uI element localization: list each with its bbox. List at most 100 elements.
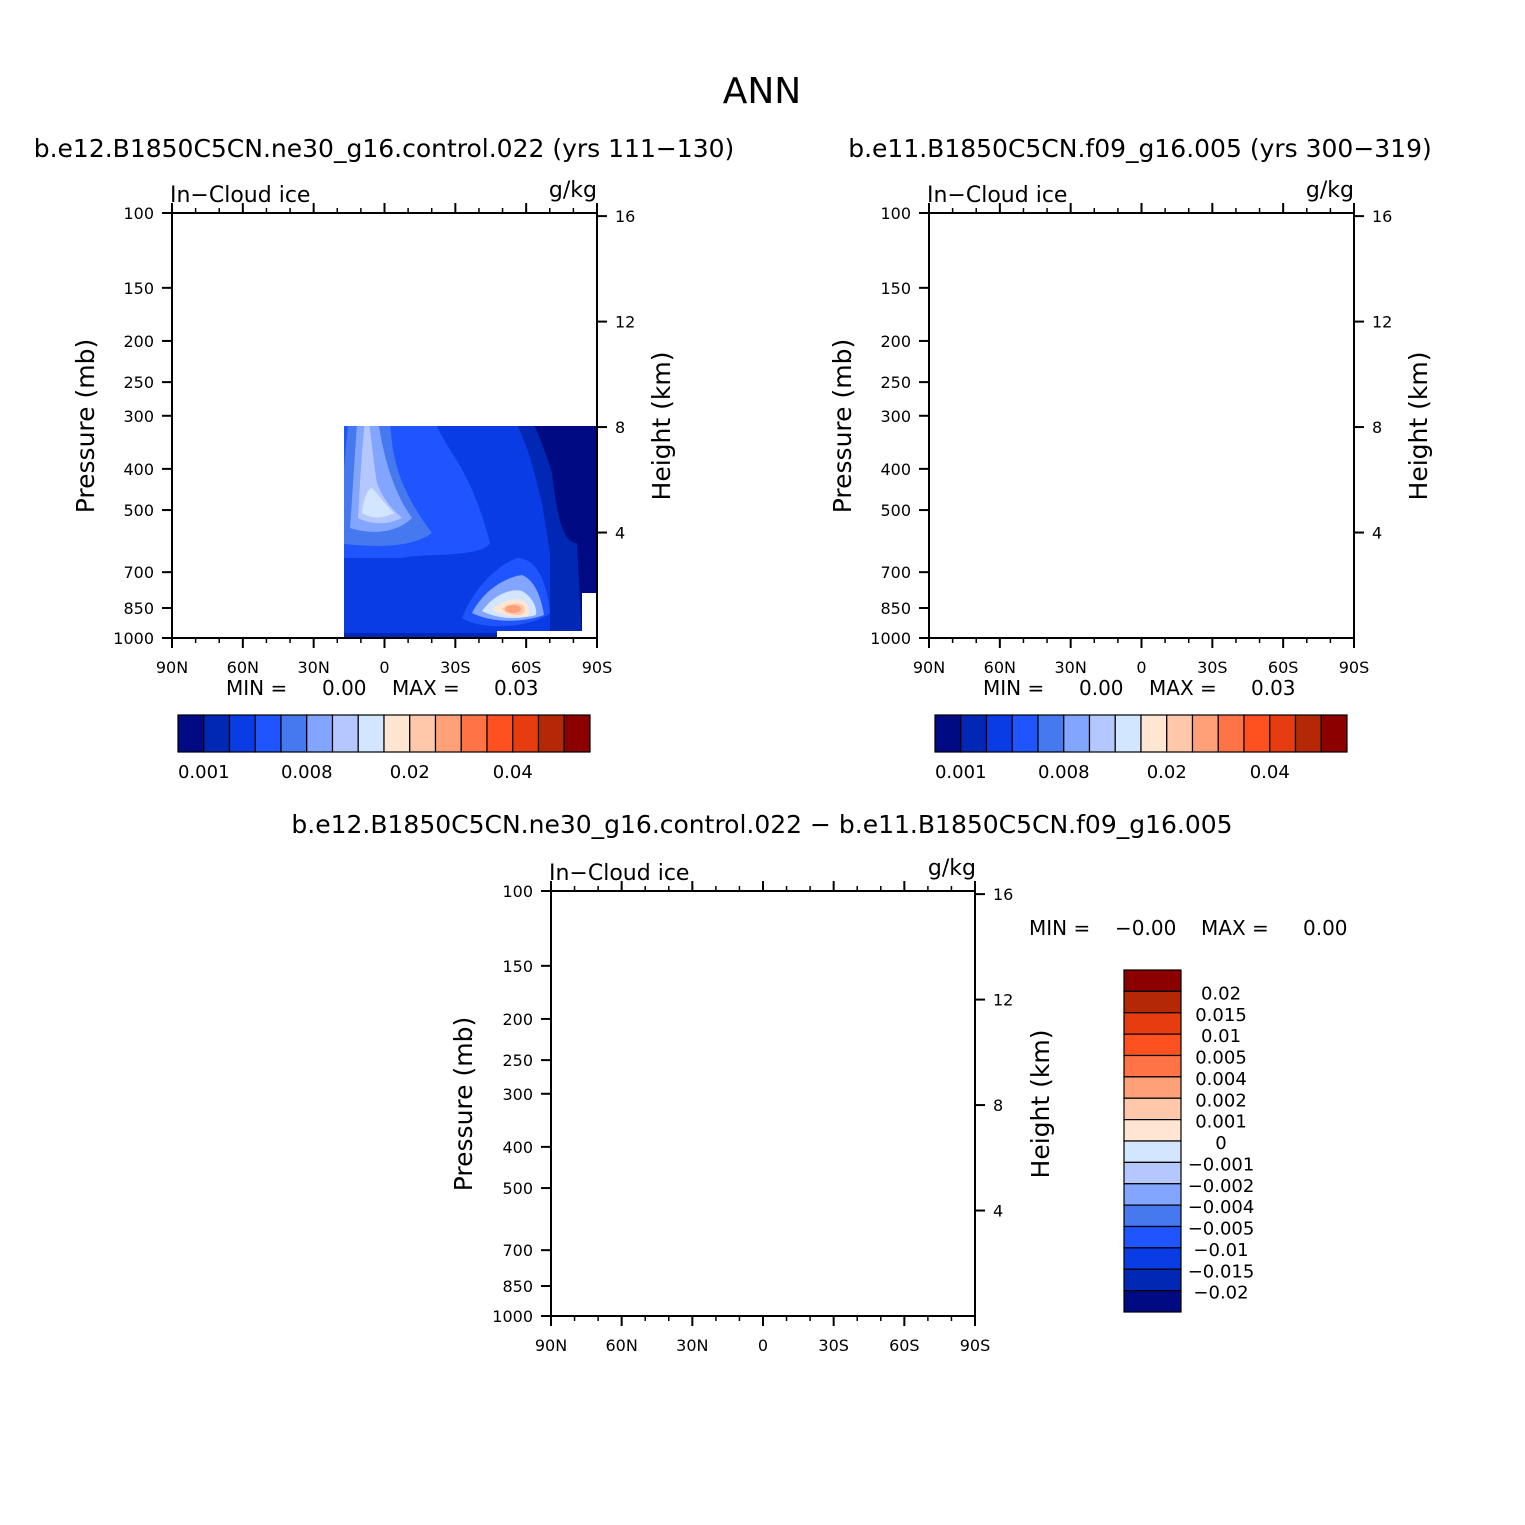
panel-comparison: b.e11.B1850C5CN.f09_g16.005 (yrs 300−319… [828,134,1433,783]
contour-field [551,891,975,1316]
x-tick-label: 30N [1055,658,1087,677]
contour-field [929,213,1354,638]
y2-tick-label: 8 [993,1096,1003,1115]
y-tick-label: 250 [123,373,154,392]
min-label: MIN = [983,676,1044,700]
variable-label: In−Cloud ice [927,183,1067,208]
variable-label: In−Cloud ice [170,183,310,208]
y-tick-label: 100 [123,204,154,223]
panel-control: b.e12.B1850C5CN.ne30_g16.control.022 (yr… [34,134,735,783]
colorbar-swatch [1269,714,1297,753]
min-label: MIN = [226,676,287,700]
colorbar-swatch [254,714,282,753]
y2-tick-label: 12 [993,991,1013,1010]
colorbar-label: 0.008 [1038,762,1090,783]
y-tick-label: 1000 [492,1307,533,1326]
max-value: 0.03 [494,676,539,700]
x-tick-label: 30N [298,658,330,677]
y-tick-label: 850 [123,599,154,618]
y-tick-label: 150 [880,279,911,298]
colorbar-label: −0.005 [1188,1219,1255,1240]
y2-tick-label: 8 [1372,418,1382,437]
y-tick-label: 300 [880,407,911,426]
y-axis-ticks: 100 150 200 250 300 400 500 700 850 1000 16 12 8 4 90N… [113,203,635,677]
x-tick-label: 90S [960,1336,991,1355]
colorbar-swatch [1123,1247,1182,1270]
x-tick-label: 60N [984,658,1016,677]
colorbar-swatch [1123,990,1182,1014]
x-tick-label: 0 [1136,658,1146,677]
min-value: −0.00 [1115,916,1176,940]
colorbar-swatch [1123,1290,1182,1313]
colorbar-label: 0.001 [935,762,987,783]
colorbar-swatch [383,714,411,753]
colorbar-swatch [1037,714,1065,753]
min-label: MIN = [1029,916,1090,940]
colorbar-label: 0.015 [1195,1005,1247,1026]
y-axis-label: Pressure (mb) [449,1017,478,1191]
y-tick-label: 700 [880,563,911,582]
y-tick-label: 850 [880,599,911,618]
y2-axis-label: Height (km) [1026,1030,1055,1179]
max-value: 0.03 [1251,676,1296,700]
colorbar: 0.020.0150.010.0050.0040.0020.0010−0.001… [1123,969,1255,1313]
y2-tick-label: 12 [615,313,635,332]
y-tick-label: 300 [123,407,154,426]
colorbar-swatch [1114,714,1142,753]
colorbar-swatch [563,714,591,753]
colorbar-label: 0.005 [1195,1048,1247,1069]
colorbar-swatch [357,714,385,753]
colorbar-label: −0.01 [1193,1240,1248,1261]
x-tick-label: 60S [1268,658,1299,677]
x-tick-label: 30S [440,658,471,677]
colorbar-swatch [1123,1033,1182,1057]
panel-title: b.e12.B1850C5CN.ne30_g16.control.022 (yr… [34,134,735,163]
y-tick-label: 100 [880,204,911,223]
colorbar-swatch [1123,1097,1182,1121]
y2-tick-label: 16 [1372,207,1392,226]
colorbar-swatch [1063,714,1091,753]
y-tick-label: 300 [502,1085,533,1104]
colorbar-label: 0 [1215,1133,1226,1154]
plot-frame [928,212,1355,639]
x-tick-label: 60S [511,658,542,677]
colorbar-swatch [228,714,256,753]
difference-title: b.e12.B1850C5CN.ne30_g16.control.022 − b… [291,810,1232,839]
min-value: 0.00 [1079,676,1124,700]
colorbar-swatch [1123,1140,1182,1163]
y-tick-label: 500 [502,1179,533,1198]
colorbar-label: 0.02 [1201,983,1241,1004]
max-value: 0.00 [1303,916,1348,940]
colorbar-label: 0.001 [1195,1112,1247,1133]
y2-tick-label: 16 [993,885,1013,904]
colorbar-swatch [1088,714,1116,753]
colorbar-swatch [1191,714,1219,753]
colorbar-label: 0.008 [281,762,333,783]
colorbar-swatch [1123,1012,1182,1035]
colorbar-swatch [1123,1268,1182,1292]
y-tick-label: 400 [880,460,911,479]
y-tick-label: 500 [880,501,911,520]
y2-tick-label: 16 [615,207,635,226]
colorbar-swatch [1123,969,1182,992]
colorbar-swatch [409,714,437,753]
y-tick-label: 200 [123,332,154,351]
x-tick-label: 30S [1197,658,1228,677]
colorbar-swatch [1123,1119,1182,1142]
panel-title: b.e11.B1850C5CN.f09_g16.005 (yrs 300−319… [848,134,1432,163]
colorbar-swatch [1320,714,1348,753]
y2-tick-label: 4 [615,524,625,543]
max-label: MAX = [1201,916,1269,940]
panel-difference: b.e12.B1850C5CN.ne30_g16.control.022 − b… [291,810,1347,1355]
x-tick-label: 90N [913,658,945,677]
colorbar-label: 0.004 [1195,1069,1247,1090]
colorbar-swatch [460,714,488,753]
x-tick-label: 90S [1339,658,1370,677]
plot-frame [550,890,976,1317]
colorbar-swatch [1123,1054,1182,1078]
colorbar-label: 0.02 [390,762,430,783]
colorbar-swatch [1123,1076,1182,1099]
y-tick-label: 500 [123,501,154,520]
colorbar-label: −0.004 [1188,1197,1255,1218]
colorbar-label: 0.04 [493,762,533,783]
